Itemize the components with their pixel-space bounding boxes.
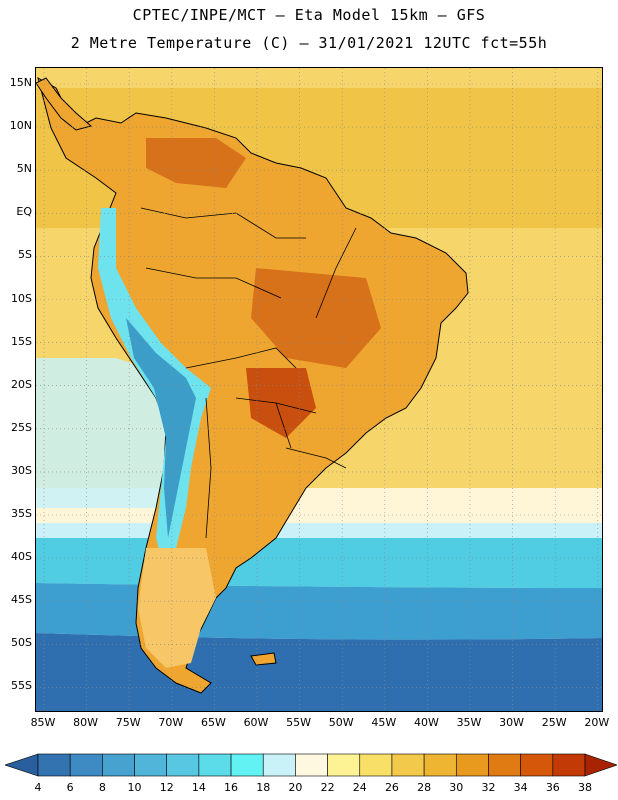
longitude-label: 40W bbox=[413, 716, 439, 729]
patagonia-region bbox=[138, 548, 216, 668]
colorbar-label: 28 bbox=[417, 781, 432, 794]
colorbar bbox=[4, 752, 618, 778]
colorbar-segment bbox=[391, 753, 425, 777]
longitude-label: 45W bbox=[371, 716, 397, 729]
colorbar-segment bbox=[198, 753, 232, 777]
colorbar-label: 30 bbox=[449, 781, 464, 794]
colorbar-label: 16 bbox=[224, 781, 239, 794]
lat-lon-grid bbox=[36, 68, 602, 711]
colorbar-label: 20 bbox=[288, 781, 303, 794]
latitude-label: 55S bbox=[11, 679, 32, 693]
longitude-label: 85W bbox=[30, 716, 56, 729]
colorbar-segment bbox=[488, 753, 521, 777]
longitude-label: 20W bbox=[584, 716, 610, 729]
longitude-label: 80W bbox=[73, 716, 99, 729]
latitude-label: EQ bbox=[16, 205, 32, 219]
colorbar-label: 4 bbox=[34, 781, 42, 794]
longitude-label: 25W bbox=[541, 716, 567, 729]
colorbar-segment bbox=[69, 753, 103, 777]
pacific-cool-strip bbox=[36, 358, 166, 508]
latitude-label: 10N bbox=[9, 119, 32, 133]
ocean-band-cold bbox=[36, 537, 602, 588]
colorbar-low-arrow bbox=[4, 753, 39, 777]
colorbar-label: 10 bbox=[127, 781, 142, 794]
colorbar-segment bbox=[359, 753, 393, 777]
ocean-band-colder bbox=[36, 583, 602, 640]
colorbar-label: 8 bbox=[98, 781, 106, 794]
ocean-band-coldest bbox=[36, 633, 602, 711]
colorbar-label: 38 bbox=[578, 781, 592, 794]
colorbar-segment bbox=[262, 753, 296, 777]
map-title-line-2: 2 Metre Temperature (C) – 31/01/2021 12U… bbox=[70, 34, 548, 52]
colorbar-label: 24 bbox=[352, 781, 367, 794]
longitude-label: 30W bbox=[499, 716, 525, 729]
latitude-label: 25S bbox=[11, 420, 32, 434]
latitude-label: 40S bbox=[11, 550, 32, 564]
colorbar-segment bbox=[423, 753, 457, 777]
longitude-label: 35W bbox=[456, 716, 482, 729]
colorbar-segment bbox=[37, 753, 71, 777]
colorbar-label: 12 bbox=[159, 781, 174, 794]
colorbar-label: 18 bbox=[256, 781, 271, 794]
hot-region-chaco bbox=[246, 368, 316, 438]
latitude-label: 20S bbox=[11, 377, 32, 391]
latitude-label: 50S bbox=[11, 636, 32, 650]
latitude-label: 5N bbox=[16, 162, 32, 176]
colorbar-label: 14 bbox=[191, 781, 206, 794]
colorbar-segment bbox=[134, 753, 168, 777]
central-america-land bbox=[36, 77, 93, 131]
colorbar-segment bbox=[520, 753, 554, 777]
andes-cold-core bbox=[126, 318, 196, 538]
colorbar-label: 26 bbox=[384, 781, 399, 794]
colorbar-label: 32 bbox=[481, 781, 496, 794]
longitude-label: 75W bbox=[115, 716, 141, 729]
latitude-label: 35S bbox=[11, 507, 32, 520]
map-title-line-1: CPTEC/INPE/MCT – Eta Model 15km – GFS bbox=[132, 6, 486, 24]
colorbar-segment bbox=[552, 753, 586, 777]
latitude-label: 5S bbox=[18, 248, 32, 262]
longitude-label: 55W bbox=[286, 716, 312, 729]
colorbar-label: 22 bbox=[320, 781, 335, 794]
latitude-label: 15S bbox=[11, 334, 32, 348]
latitude-label: 15N bbox=[9, 76, 32, 89]
latitude-label: 45S bbox=[11, 593, 32, 607]
latitude-label: 10S bbox=[11, 291, 32, 305]
hot-region-north bbox=[146, 138, 246, 188]
temperature-map bbox=[35, 67, 603, 712]
longitude-label: 60W bbox=[243, 716, 269, 729]
colorbar-label: 36 bbox=[545, 781, 560, 794]
colorbar-label: 6 bbox=[66, 781, 74, 794]
colorbar-label: 34 bbox=[513, 781, 528, 794]
colorbar-segment bbox=[166, 753, 200, 777]
colorbar-segment bbox=[295, 753, 328, 777]
longitude-label: 65W bbox=[200, 716, 226, 729]
longitude-label: 50W bbox=[328, 716, 354, 729]
longitude-label: 70W bbox=[158, 716, 184, 729]
colorbar-segment bbox=[102, 753, 135, 777]
latitude-label: 30S bbox=[11, 463, 32, 477]
colorbar-segment bbox=[455, 753, 489, 777]
colorbar-segment bbox=[327, 753, 361, 777]
colorbar-high-arrow bbox=[584, 753, 618, 777]
colorbar-segment bbox=[230, 753, 264, 777]
